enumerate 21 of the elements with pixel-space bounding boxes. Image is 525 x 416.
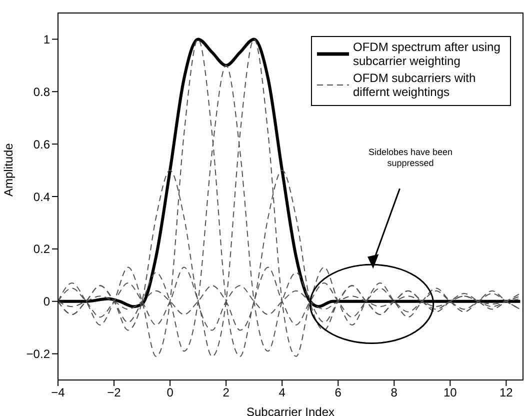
legend-label: OFDM subcarriers with differnt weightings <box>353 71 477 99</box>
x-tick-label: 4 <box>278 386 286 400</box>
y-tick-label: 0.4 <box>33 190 50 204</box>
x-tick-label: 10 <box>443 386 458 400</box>
x-axis-title: Subcarrier Index <box>246 405 335 416</box>
annotation: Sidelobes have been suppressed <box>367 146 454 169</box>
x-tick-label: 8 <box>390 386 398 400</box>
y-tick-label: 0 <box>43 294 50 309</box>
x-tick-label: 12 <box>500 386 514 400</box>
x-tick-label: −2 <box>107 386 122 400</box>
x-tick-label: 0 <box>166 386 174 400</box>
y-axis-title: Amplitude <box>1 142 16 196</box>
y-tick-label: 0.8 <box>33 84 50 99</box>
legend-label: OFDM spectrum after using subcarrier weighting <box>353 40 502 68</box>
x-tick-label: −4 <box>51 386 66 400</box>
y-tick-label: 1 <box>43 32 50 46</box>
x-tick-label: 6 <box>334 386 342 400</box>
y-tick-label: 0.6 <box>33 137 50 152</box>
y-tick-label: −0.2 <box>26 347 50 362</box>
y-tick-label: 0.2 <box>33 242 50 256</box>
x-tick-label: 2 <box>222 386 230 400</box>
